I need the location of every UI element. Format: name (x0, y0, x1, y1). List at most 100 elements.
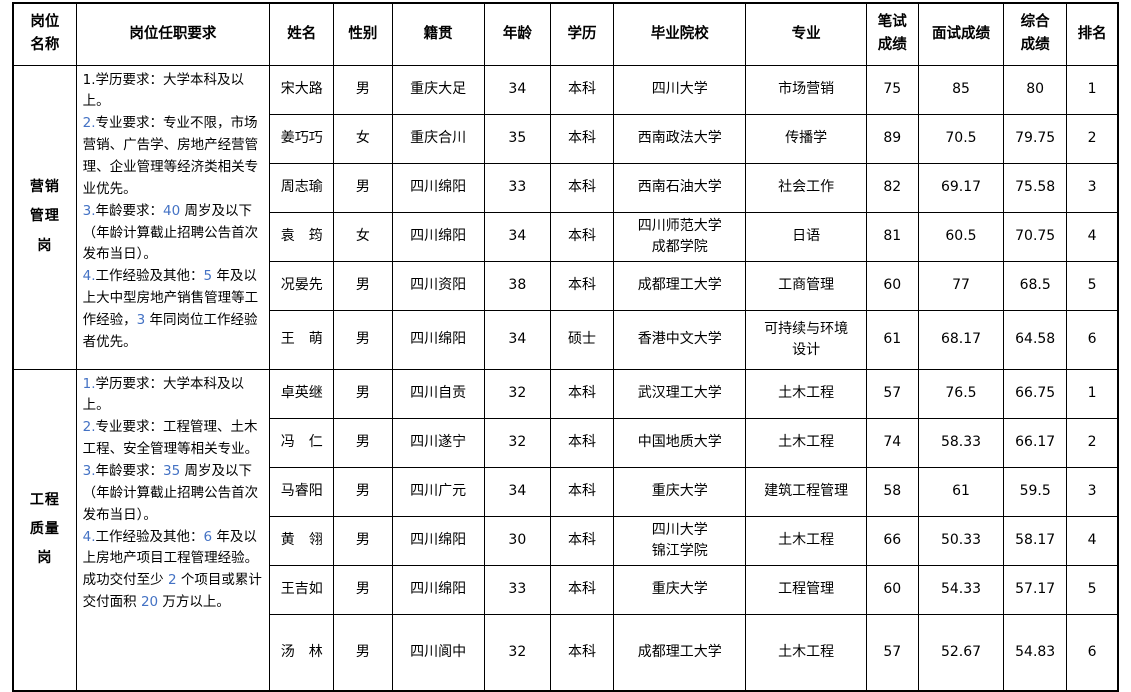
cell-degree: 本科 (549, 466, 615, 517)
cell-interview-score: 76.5 (917, 368, 1005, 419)
cell-origin: 四川绵阳 (391, 211, 485, 262)
cell-written-score: 66 (865, 515, 919, 566)
cell-overall-score: 58.17 (1003, 515, 1068, 566)
cell-name: 黄 翎 (269, 515, 335, 566)
cell-age: 33 (483, 564, 551, 615)
cell-rank: 5 (1066, 564, 1119, 615)
cell-written-score: 60 (865, 564, 919, 615)
cell-written-score: 82 (865, 162, 919, 213)
cell-origin: 重庆合川 (391, 113, 485, 164)
cell-major: 土木工程 (745, 613, 867, 692)
cell-written-score: 75 (865, 64, 919, 115)
cell-rank: 2 (1066, 417, 1119, 468)
cell-school: 成都理工大学 (613, 613, 747, 692)
cell-name: 宋大路 (269, 64, 335, 115)
header-origin: 籍贯 (391, 2, 485, 66)
cell-major: 土木工程 (745, 417, 867, 468)
cell-written-score: 60 (865, 260, 919, 311)
cell-rank: 3 (1066, 466, 1119, 517)
cell-origin: 四川绵阳 (391, 309, 485, 370)
cell-overall-score: 68.5 (1003, 260, 1068, 311)
cell-written-score: 58 (865, 466, 919, 517)
position-requirements-cell: 1.学历要求：大学本科及以上。 2.专业要求：工程管理、土木工程、安全管理等相关专… (75, 368, 271, 692)
table-row: 冯 仁 男 四川遂宁 32 本科 中国地质大学 土木工程 74 58.33 66… (13, 417, 1119, 468)
cell-origin: 四川自贡 (391, 368, 485, 419)
cell-overall-score: 59.5 (1003, 466, 1068, 517)
cell-major: 日语 (745, 211, 867, 262)
cell-rank: 6 (1066, 613, 1119, 692)
cell-gender: 男 (333, 162, 393, 213)
table-row: 马睿阳 男 四川广元 34 本科 重庆大学 建筑工程管理 58 61 59.5 … (13, 466, 1119, 517)
cell-gender: 男 (333, 309, 393, 370)
cell-major: 社会工作 (745, 162, 867, 213)
cell-name: 周志瑜 (269, 162, 335, 213)
cell-rank: 3 (1066, 162, 1119, 213)
cell-major: 工程管理 (745, 564, 867, 615)
cell-school: 成都理工大学 (613, 260, 747, 311)
recruitment-results-table: 岗位 名称 岗位任职要求 姓名 性别 籍贯 年龄 学历 毕业院校 专业 笔试 成… (12, 2, 1119, 692)
cell-origin: 四川阆中 (391, 613, 485, 692)
cell-rank: 4 (1066, 515, 1119, 566)
cell-age: 32 (483, 417, 551, 468)
cell-overall-score: 70.75 (1003, 211, 1068, 262)
cell-school: 西南石油大学 (613, 162, 747, 213)
cell-origin: 四川绵阳 (391, 515, 485, 566)
cell-origin: 四川资阳 (391, 260, 485, 311)
cell-school: 四川大学 (613, 64, 747, 115)
header-requirements: 岗位任职要求 (75, 2, 271, 66)
cell-origin: 四川遂宁 (391, 417, 485, 468)
cell-school: 四川大学 锦江学院 (613, 515, 747, 566)
cell-interview-score: 54.33 (917, 564, 1005, 615)
cell-degree: 本科 (549, 613, 615, 692)
position-requirements-cell: 1.学历要求：大学本科及以上。 2.专业要求：专业不限，市场营销、广告学、房地产经… (75, 64, 271, 370)
table-row: 黄 翎 男 四川绵阳 30 本科 四川大学 锦江学院 土木工程 66 50.33… (13, 515, 1119, 566)
header-written-score: 笔试 成绩 (865, 2, 919, 66)
cell-interview-score: 69.17 (917, 162, 1005, 213)
cell-school: 武汉理工大学 (613, 368, 747, 419)
cell-gender: 女 (333, 211, 393, 262)
header-name: 姓名 (269, 2, 335, 66)
cell-school: 西南政法大学 (613, 113, 747, 164)
cell-degree: 本科 (549, 162, 615, 213)
cell-written-score: 57 (865, 368, 919, 419)
position-name-cell: 工程 质量 岗 (12, 368, 77, 692)
cell-age: 32 (483, 613, 551, 692)
cell-written-score: 89 (865, 113, 919, 164)
header-school: 毕业院校 (613, 2, 747, 66)
header-major: 专业 (745, 2, 867, 66)
cell-degree: 本科 (549, 515, 615, 566)
cell-age: 32 (483, 368, 551, 419)
cell-name: 冯 仁 (269, 417, 335, 468)
cell-gender: 男 (333, 417, 393, 468)
cell-degree: 本科 (549, 368, 615, 419)
cell-overall-score: 57.17 (1003, 564, 1068, 615)
cell-rank: 2 (1066, 113, 1119, 164)
cell-age: 38 (483, 260, 551, 311)
position-name-cell: 营销 管理 岗 (12, 64, 77, 370)
cell-age: 34 (483, 211, 551, 262)
cell-overall-score: 66.75 (1003, 368, 1068, 419)
cell-overall-score: 75.58 (1003, 162, 1068, 213)
cell-rank: 1 (1066, 64, 1119, 115)
cell-major: 土木工程 (745, 368, 867, 419)
header-degree: 学历 (549, 2, 615, 66)
cell-rank: 5 (1066, 260, 1119, 311)
cell-name: 袁 筠 (269, 211, 335, 262)
cell-age: 30 (483, 515, 551, 566)
cell-origin: 四川广元 (391, 466, 485, 517)
cell-interview-score: 85 (917, 64, 1005, 115)
header-gender: 性别 (333, 2, 393, 66)
cell-interview-score: 61 (917, 466, 1005, 517)
cell-major: 工商管理 (745, 260, 867, 311)
cell-age: 34 (483, 64, 551, 115)
cell-gender: 男 (333, 515, 393, 566)
cell-written-score: 74 (865, 417, 919, 468)
cell-name: 王 萌 (269, 309, 335, 370)
cell-interview-score: 60.5 (917, 211, 1005, 262)
cell-name: 况晏先 (269, 260, 335, 311)
cell-degree: 本科 (549, 211, 615, 262)
cell-gender: 男 (333, 64, 393, 115)
cell-overall-score: 80 (1003, 64, 1068, 115)
cell-interview-score: 50.33 (917, 515, 1005, 566)
